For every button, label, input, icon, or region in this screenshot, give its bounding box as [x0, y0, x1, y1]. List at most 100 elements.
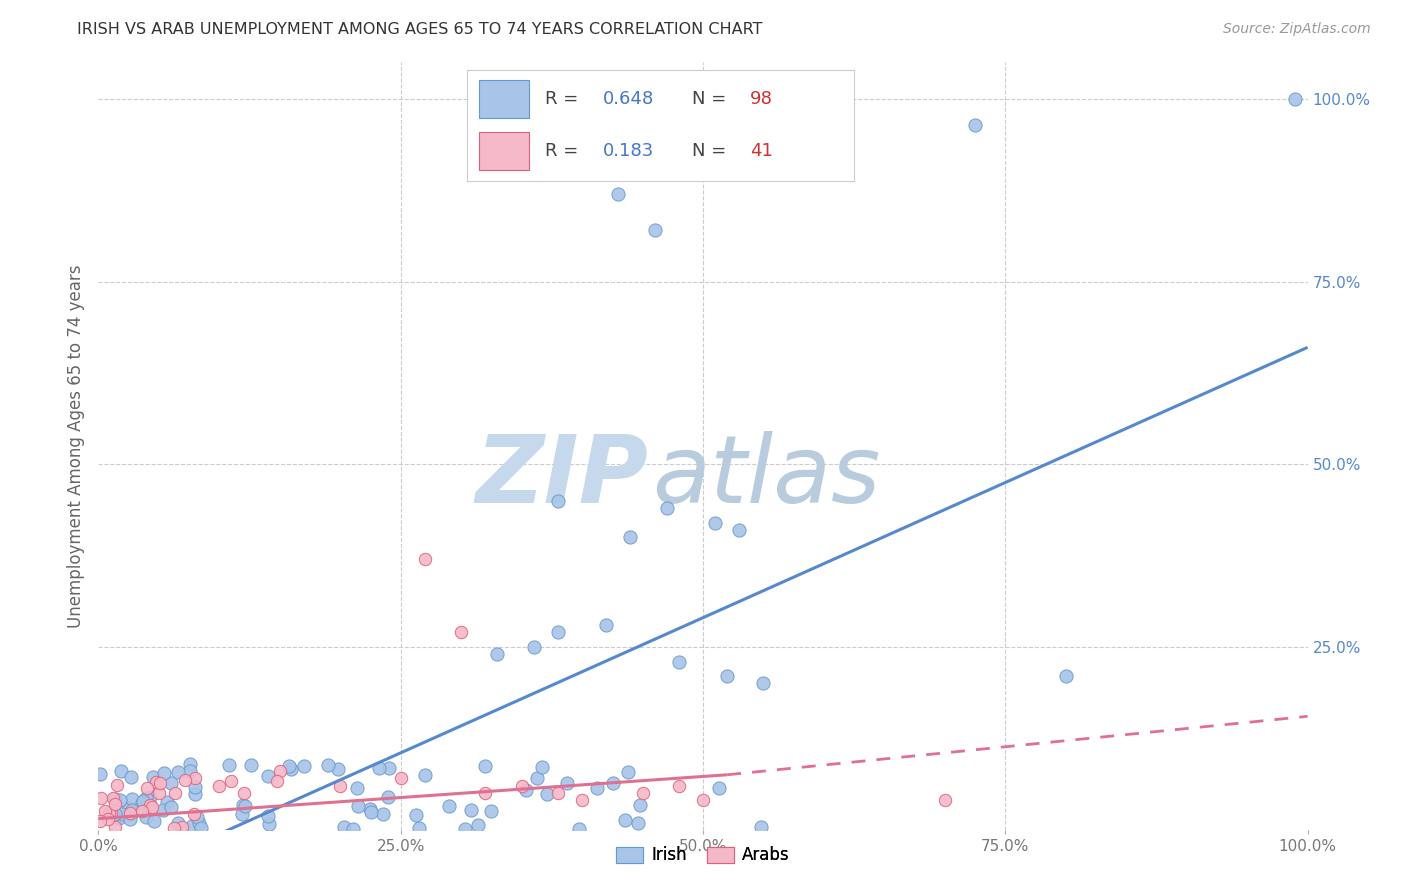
- Point: [165, 786, 187, 800]
- Point: [377, 761, 399, 775]
- Point: [617, 765, 640, 780]
- Point: [149, 776, 172, 790]
- Point: [467, 818, 489, 832]
- Point: [474, 758, 496, 772]
- Point: [413, 768, 436, 782]
- Point: [510, 779, 533, 793]
- Point: [326, 762, 349, 776]
- Point: [450, 625, 472, 640]
- Point: [93, 804, 115, 818]
- Point: [184, 787, 207, 801]
- Point: [257, 816, 280, 830]
- Point: [568, 822, 591, 837]
- Point: [728, 523, 751, 537]
- Text: atlas: atlas: [652, 431, 880, 522]
- Point: [135, 790, 157, 805]
- Point: [135, 780, 157, 795]
- Point: [280, 762, 302, 776]
- Point: [118, 812, 141, 826]
- Point: [104, 792, 127, 806]
- Point: [138, 797, 160, 812]
- Point: [233, 798, 256, 813]
- Point: [408, 821, 430, 835]
- Point: [232, 786, 254, 800]
- Point: [515, 783, 537, 797]
- Point: [547, 493, 569, 508]
- Point: [346, 781, 368, 796]
- Point: [179, 764, 201, 779]
- Point: [156, 795, 179, 809]
- Point: [607, 186, 630, 201]
- Point: [1054, 669, 1077, 683]
- Point: [110, 764, 132, 778]
- Point: [100, 806, 122, 821]
- Point: [174, 772, 197, 787]
- Text: Source: ZipAtlas.com: Source: ZipAtlas.com: [1223, 22, 1371, 37]
- Point: [668, 779, 690, 793]
- Point: [655, 501, 678, 516]
- Point: [389, 772, 412, 786]
- Point: [536, 788, 558, 802]
- Point: [141, 770, 163, 784]
- Point: [120, 806, 142, 821]
- Point: [619, 530, 641, 544]
- Point: [121, 792, 143, 806]
- Point: [231, 807, 253, 822]
- Point: [257, 769, 280, 783]
- Point: [595, 618, 617, 632]
- Point: [531, 759, 554, 773]
- Point: [602, 776, 624, 790]
- Point: [405, 808, 427, 822]
- Point: [316, 758, 339, 772]
- Point: [557, 776, 579, 790]
- Text: IRISH VS ARAB UNEMPLOYMENT AMONG AGES 65 TO 74 YEARS CORRELATION CHART: IRISH VS ARAB UNEMPLOYMENT AMONG AGES 65…: [77, 22, 763, 37]
- Point: [104, 821, 127, 835]
- Point: [547, 625, 569, 640]
- Point: [377, 789, 399, 804]
- Point: [153, 765, 176, 780]
- Point: [131, 796, 153, 810]
- Point: [278, 759, 301, 773]
- Point: [139, 789, 162, 804]
- Point: [359, 802, 381, 816]
- Point: [186, 810, 208, 824]
- Point: [162, 821, 184, 835]
- Point: [631, 786, 654, 800]
- Point: [166, 765, 188, 780]
- Point: [460, 803, 482, 817]
- Point: [141, 800, 163, 814]
- Point: [218, 757, 240, 772]
- Point: [89, 767, 111, 781]
- Legend: Irish, Arabs: Irish, Arabs: [610, 839, 796, 871]
- Y-axis label: Unemployment Among Ages 65 to 74 years: Unemployment Among Ages 65 to 74 years: [66, 264, 84, 628]
- Point: [716, 669, 738, 683]
- Point: [120, 805, 142, 820]
- Point: [105, 779, 128, 793]
- Point: [692, 793, 714, 807]
- Point: [707, 780, 730, 795]
- Point: [965, 118, 987, 132]
- Point: [547, 786, 569, 800]
- Point: [479, 804, 502, 818]
- Point: [183, 807, 205, 822]
- Point: [486, 647, 509, 661]
- Point: [90, 791, 112, 805]
- Point: [292, 759, 315, 773]
- Point: [752, 676, 775, 690]
- Point: [474, 786, 496, 800]
- Point: [342, 822, 364, 837]
- Point: [183, 780, 205, 794]
- Point: [184, 772, 207, 786]
- Point: [644, 223, 666, 237]
- Point: [159, 800, 181, 814]
- Point: [454, 822, 477, 836]
- Text: ZIP: ZIP: [475, 431, 648, 523]
- Point: [118, 801, 141, 815]
- Point: [111, 807, 134, 822]
- Point: [120, 770, 142, 784]
- Point: [1284, 92, 1306, 106]
- Point: [373, 806, 395, 821]
- Point: [368, 761, 391, 775]
- Point: [190, 821, 212, 835]
- Point: [347, 798, 370, 813]
